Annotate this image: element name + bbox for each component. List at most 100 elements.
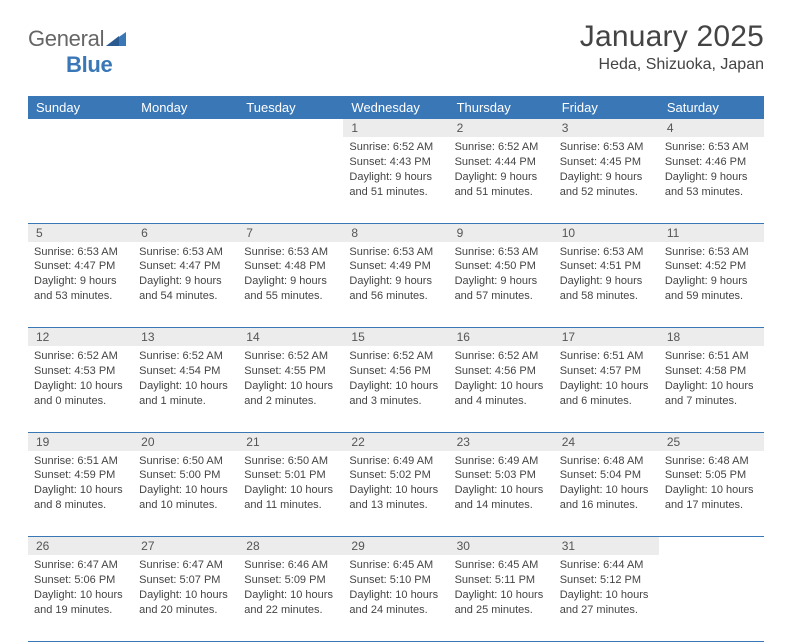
daylight-line: Daylight: 9 hours and 51 minutes. (455, 170, 548, 200)
sunset-line: Sunset: 4:55 PM (244, 364, 337, 379)
day-number-cell: 31 (554, 537, 659, 556)
sunrise-line: Sunrise: 6:52 AM (349, 349, 442, 364)
page-header: General Blue January 2025 Heda, Shizuoka… (28, 20, 764, 78)
day-content-cell: Sunrise: 6:52 AMSunset: 4:54 PMDaylight:… (133, 346, 238, 432)
day-number-cell: 1 (343, 119, 448, 137)
sunset-line: Sunset: 4:51 PM (560, 259, 653, 274)
day-number-cell: 30 (449, 537, 554, 556)
daylight-line: Daylight: 9 hours and 59 minutes. (665, 274, 758, 304)
sunset-line: Sunset: 4:58 PM (665, 364, 758, 379)
sunset-line: Sunset: 5:10 PM (349, 573, 442, 588)
day-number-cell (28, 119, 133, 137)
day-content-cell: Sunrise: 6:45 AMSunset: 5:11 PMDaylight:… (449, 555, 554, 641)
sunset-line: Sunset: 5:01 PM (244, 468, 337, 483)
daynum-row: 19202122232425 (28, 432, 764, 451)
day-content-cell (133, 137, 238, 223)
sunrise-line: Sunrise: 6:52 AM (455, 140, 548, 155)
daylight-line: Daylight: 10 hours and 17 minutes. (665, 483, 758, 513)
sunset-line: Sunset: 4:45 PM (560, 155, 653, 170)
day-content-cell: Sunrise: 6:48 AMSunset: 5:04 PMDaylight:… (554, 451, 659, 537)
daylight-line: Daylight: 10 hours and 11 minutes. (244, 483, 337, 513)
daylight-line: Daylight: 10 hours and 22 minutes. (244, 588, 337, 618)
day-content-cell: Sunrise: 6:51 AMSunset: 4:58 PMDaylight:… (659, 346, 764, 432)
sunset-line: Sunset: 5:03 PM (455, 468, 548, 483)
day-content-cell: Sunrise: 6:50 AMSunset: 5:00 PMDaylight:… (133, 451, 238, 537)
sunset-line: Sunset: 4:46 PM (665, 155, 758, 170)
day-number-cell: 14 (238, 328, 343, 347)
weekday-header: Sunday (28, 96, 133, 119)
daylight-line: Daylight: 9 hours and 55 minutes. (244, 274, 337, 304)
day-number-cell: 3 (554, 119, 659, 137)
day-content-cell: Sunrise: 6:53 AMSunset: 4:46 PMDaylight:… (659, 137, 764, 223)
sunrise-line: Sunrise: 6:52 AM (349, 140, 442, 155)
day-number-cell: 2 (449, 119, 554, 137)
daylight-line: Daylight: 10 hours and 7 minutes. (665, 379, 758, 409)
day-content-cell (238, 137, 343, 223)
daylight-line: Daylight: 10 hours and 0 minutes. (34, 379, 127, 409)
day-number-cell: 7 (238, 223, 343, 242)
sunset-line: Sunset: 4:47 PM (34, 259, 127, 274)
sunset-line: Sunset: 4:56 PM (349, 364, 442, 379)
sunrise-line: Sunrise: 6:46 AM (244, 558, 337, 573)
title-block: January 2025 Heda, Shizuoka, Japan (580, 20, 764, 74)
day-number-cell: 23 (449, 432, 554, 451)
sunrise-line: Sunrise: 6:50 AM (244, 454, 337, 469)
sunrise-line: Sunrise: 6:53 AM (560, 140, 653, 155)
sunset-line: Sunset: 4:59 PM (34, 468, 127, 483)
daylight-line: Daylight: 10 hours and 3 minutes. (349, 379, 442, 409)
day-number-cell: 5 (28, 223, 133, 242)
day-content-cell: Sunrise: 6:52 AMSunset: 4:56 PMDaylight:… (449, 346, 554, 432)
sunrise-line: Sunrise: 6:47 AM (34, 558, 127, 573)
sunrise-line: Sunrise: 6:52 AM (34, 349, 127, 364)
sunrise-line: Sunrise: 6:51 AM (665, 349, 758, 364)
daylight-line: Daylight: 10 hours and 19 minutes. (34, 588, 127, 618)
sunset-line: Sunset: 4:56 PM (455, 364, 548, 379)
daylight-line: Daylight: 9 hours and 58 minutes. (560, 274, 653, 304)
sunset-line: Sunset: 5:02 PM (349, 468, 442, 483)
sunrise-line: Sunrise: 6:53 AM (349, 245, 442, 260)
daylight-line: Daylight: 9 hours and 54 minutes. (139, 274, 232, 304)
daylight-line: Daylight: 9 hours and 52 minutes. (560, 170, 653, 200)
sunrise-line: Sunrise: 6:50 AM (139, 454, 232, 469)
day-content-cell: Sunrise: 6:53 AMSunset: 4:48 PMDaylight:… (238, 242, 343, 328)
sunrise-line: Sunrise: 6:52 AM (455, 349, 548, 364)
sunset-line: Sunset: 5:07 PM (139, 573, 232, 588)
content-row: Sunrise: 6:53 AMSunset: 4:47 PMDaylight:… (28, 242, 764, 328)
day-content-cell: Sunrise: 6:52 AMSunset: 4:44 PMDaylight:… (449, 137, 554, 223)
day-content-cell: Sunrise: 6:52 AMSunset: 4:55 PMDaylight:… (238, 346, 343, 432)
daynum-row: 567891011 (28, 223, 764, 242)
day-number-cell: 18 (659, 328, 764, 347)
daylight-line: Daylight: 9 hours and 57 minutes. (455, 274, 548, 304)
content-row: Sunrise: 6:47 AMSunset: 5:06 PMDaylight:… (28, 555, 764, 641)
day-number-cell (133, 119, 238, 137)
day-number-cell: 11 (659, 223, 764, 242)
sunrise-line: Sunrise: 6:53 AM (244, 245, 337, 260)
brand-general: General (28, 26, 104, 51)
sunrise-line: Sunrise: 6:48 AM (560, 454, 653, 469)
sunrise-line: Sunrise: 6:48 AM (665, 454, 758, 469)
day-content-cell: Sunrise: 6:49 AMSunset: 5:03 PMDaylight:… (449, 451, 554, 537)
sunrise-line: Sunrise: 6:49 AM (455, 454, 548, 469)
day-content-cell: Sunrise: 6:46 AMSunset: 5:09 PMDaylight:… (238, 555, 343, 641)
day-number-cell: 4 (659, 119, 764, 137)
calendar-table: SundayMondayTuesdayWednesdayThursdayFrid… (28, 96, 764, 642)
sunrise-line: Sunrise: 6:53 AM (139, 245, 232, 260)
content-row: Sunrise: 6:52 AMSunset: 4:43 PMDaylight:… (28, 137, 764, 223)
sunset-line: Sunset: 5:05 PM (665, 468, 758, 483)
day-number-cell: 28 (238, 537, 343, 556)
day-number-cell: 16 (449, 328, 554, 347)
weekday-header: Saturday (659, 96, 764, 119)
day-content-cell: Sunrise: 6:53 AMSunset: 4:50 PMDaylight:… (449, 242, 554, 328)
daylight-line: Daylight: 9 hours and 53 minutes. (34, 274, 127, 304)
daylight-line: Daylight: 10 hours and 16 minutes. (560, 483, 653, 513)
sunset-line: Sunset: 4:57 PM (560, 364, 653, 379)
weekday-header: Tuesday (238, 96, 343, 119)
sunset-line: Sunset: 4:44 PM (455, 155, 548, 170)
brand-triangle-icon (106, 26, 126, 52)
daylight-line: Daylight: 10 hours and 20 minutes. (139, 588, 232, 618)
day-number-cell: 26 (28, 537, 133, 556)
day-content-cell: Sunrise: 6:49 AMSunset: 5:02 PMDaylight:… (343, 451, 448, 537)
day-content-cell: Sunrise: 6:53 AMSunset: 4:47 PMDaylight:… (28, 242, 133, 328)
daylight-line: Daylight: 10 hours and 8 minutes. (34, 483, 127, 513)
sunset-line: Sunset: 5:11 PM (455, 573, 548, 588)
